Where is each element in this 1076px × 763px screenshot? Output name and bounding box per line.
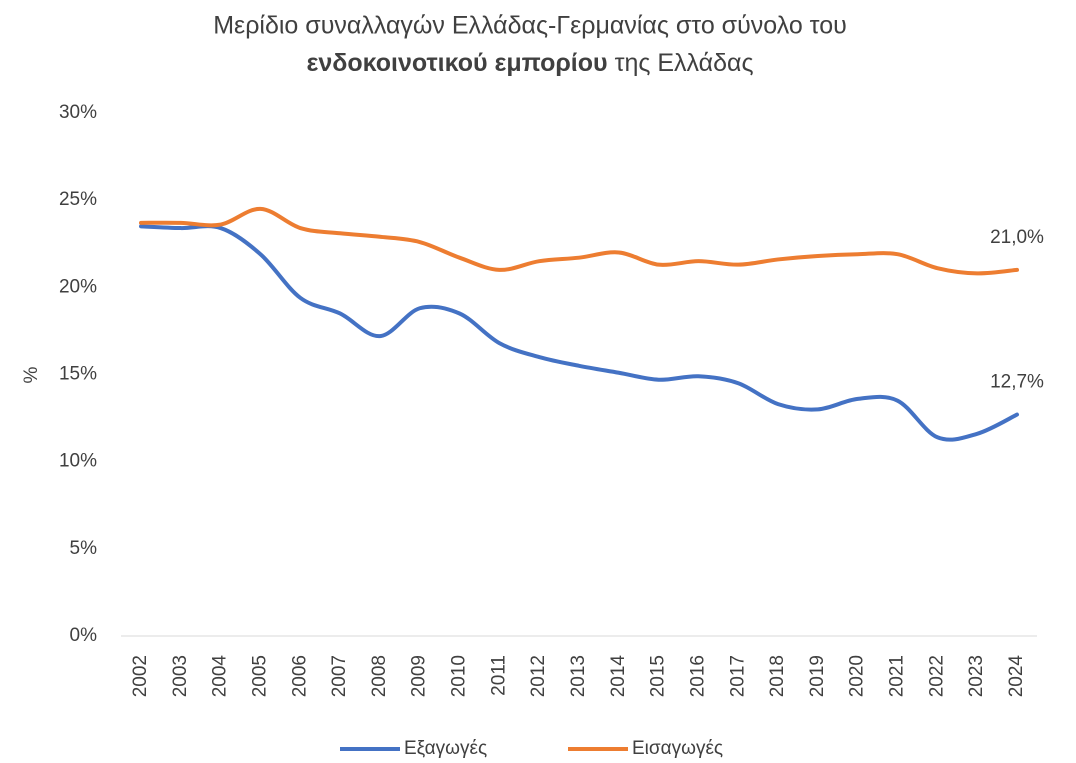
chart-title-2: ενδοκοινοτικού εμπορίου της Ελλάδας — [306, 49, 753, 77]
y-tick-label: 10% — [59, 451, 97, 472]
x-tick-label: 2022 — [926, 655, 947, 697]
x-tick-label: 2006 — [289, 655, 310, 697]
y-tick-label: 15% — [59, 364, 97, 385]
legend-label: Εισαγωγές — [632, 738, 723, 759]
x-tick-label: 2012 — [528, 655, 549, 697]
x-tick-label: 2007 — [329, 655, 350, 697]
y-axis-label: % — [21, 366, 42, 383]
x-tick-label: 2002 — [130, 655, 151, 697]
x-tick-label: 2023 — [966, 655, 987, 697]
x-tick-label: 2014 — [608, 655, 629, 698]
x-tick-label: 2024 — [1006, 655, 1027, 698]
x-tick-label: 2015 — [648, 655, 669, 697]
legend-label: Εξαγωγές — [404, 738, 487, 759]
x-tick-label: 2004 — [210, 655, 231, 698]
y-tick-label: 5% — [70, 538, 98, 559]
y-tick-label: 20% — [59, 276, 97, 297]
x-tick-label: 2017 — [727, 655, 748, 697]
y-tick-label: 30% — [59, 102, 97, 123]
x-tick-label: 2013 — [568, 655, 589, 697]
series-line — [139, 224, 1019, 442]
x-tick-label: 2008 — [369, 655, 390, 697]
chart-title: Μερίδιο συναλλαγών Ελλάδας-Γερμανίας στο… — [213, 12, 847, 40]
data-label: 21,0% — [990, 227, 1044, 248]
y-tick-label: 25% — [59, 189, 97, 210]
title-rest: της Ελλάδας — [615, 49, 754, 77]
x-tick-label: 2011 — [488, 655, 509, 696]
data-label: 12,7% — [990, 372, 1044, 393]
x-tick-label: 2009 — [409, 655, 430, 697]
series-line — [139, 206, 1019, 276]
title-bold: ενδοκοινοτικού εμπορίου — [306, 49, 607, 77]
x-tick-label: 2019 — [807, 655, 828, 697]
x-tick-label: 2018 — [767, 655, 788, 697]
x-tick-label: 2021 — [887, 655, 908, 697]
x-tick-label: 2010 — [449, 655, 470, 697]
y-tick-label: 0% — [70, 625, 98, 646]
x-tick-label: 2003 — [170, 655, 191, 697]
x-tick-label: 2016 — [687, 655, 708, 697]
x-tick-label: 2020 — [847, 655, 868, 697]
x-tick-label: 2005 — [249, 655, 270, 697]
